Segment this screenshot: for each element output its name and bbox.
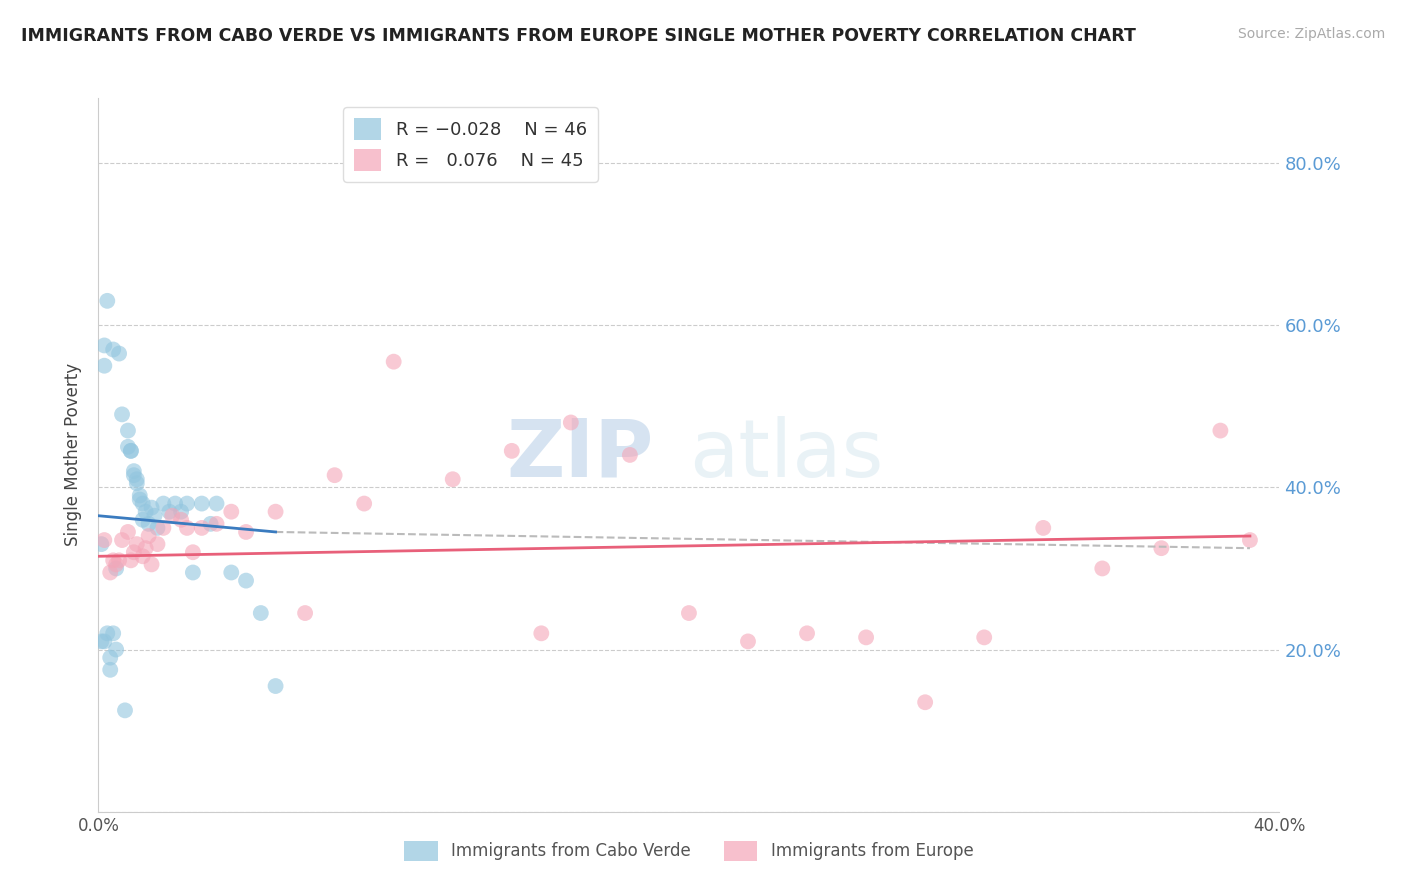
Point: [120, 443, 142, 458]
Point: [98, 566, 121, 580]
Point: [138, 516, 160, 531]
Point: [501, 443, 523, 458]
Point: [93, 533, 115, 547]
Point: [122, 545, 145, 559]
Point: [181, 545, 204, 559]
Point: [98, 663, 121, 677]
Point: [264, 505, 287, 519]
Point: [678, 606, 700, 620]
Point: [973, 631, 995, 645]
Point: [152, 497, 174, 511]
Point: [93, 338, 115, 352]
Point: [117, 440, 139, 454]
Point: [737, 634, 759, 648]
Point: [143, 508, 166, 523]
Point: [264, 679, 287, 693]
Point: [128, 488, 150, 502]
Point: [1032, 521, 1054, 535]
Text: IMMIGRANTS FROM CABO VERDE VS IMMIGRANTS FROM EUROPE SINGLE MOTHER POVERTY CORRE: IMMIGRANTS FROM CABO VERDE VS IMMIGRANTS…: [21, 27, 1136, 45]
Point: [108, 553, 131, 567]
Point: [93, 359, 115, 373]
Legend: Immigrants from Cabo Verde, Immigrants from Europe: Immigrants from Cabo Verde, Immigrants f…: [398, 834, 980, 868]
Point: [441, 472, 464, 486]
Point: [619, 448, 641, 462]
Point: [108, 346, 131, 360]
Point: [205, 497, 228, 511]
Point: [111, 533, 134, 547]
Point: [132, 497, 155, 511]
Point: [176, 497, 198, 511]
Point: [200, 516, 222, 531]
Point: [235, 574, 257, 588]
Point: [125, 537, 148, 551]
Point: [125, 476, 148, 491]
Point: [138, 529, 160, 543]
Point: [560, 416, 582, 430]
Point: [157, 505, 180, 519]
Point: [205, 516, 228, 531]
Point: [117, 524, 139, 539]
Text: atlas: atlas: [689, 416, 883, 494]
Point: [914, 695, 936, 709]
Text: Source: ZipAtlas.com: Source: ZipAtlas.com: [1237, 27, 1385, 41]
Point: [162, 508, 183, 523]
Point: [323, 468, 346, 483]
Point: [219, 566, 242, 580]
Point: [135, 505, 157, 519]
Point: [170, 513, 193, 527]
Point: [128, 492, 150, 507]
Point: [382, 354, 405, 368]
Point: [132, 549, 155, 564]
Point: [1150, 541, 1173, 556]
Point: [170, 505, 193, 519]
Point: [96, 293, 118, 308]
Point: [219, 505, 242, 519]
Text: ZIP: ZIP: [506, 416, 654, 494]
Point: [353, 497, 375, 511]
Point: [181, 566, 204, 580]
Point: [111, 408, 134, 422]
Y-axis label: Single Mother Poverty: Single Mother Poverty: [65, 363, 83, 547]
Point: [191, 521, 214, 535]
Point: [120, 443, 142, 458]
Point: [235, 524, 257, 539]
Point: [796, 626, 818, 640]
Point: [165, 497, 187, 511]
Point: [191, 497, 214, 511]
Point: [146, 521, 169, 535]
Point: [114, 703, 136, 717]
Point: [90, 537, 112, 551]
Point: [141, 500, 163, 515]
Point: [141, 558, 163, 572]
Point: [1209, 424, 1232, 438]
Point: [135, 541, 157, 556]
Point: [855, 631, 877, 645]
Point: [96, 626, 118, 640]
Point: [1239, 533, 1261, 547]
Point: [93, 634, 115, 648]
Point: [103, 626, 125, 640]
Point: [103, 553, 125, 567]
Point: [122, 468, 145, 483]
Point: [132, 513, 155, 527]
Point: [105, 558, 128, 572]
Point: [146, 537, 169, 551]
Point: [105, 642, 128, 657]
Point: [294, 606, 316, 620]
Point: [125, 472, 148, 486]
Point: [105, 561, 128, 575]
Point: [176, 521, 198, 535]
Point: [530, 626, 553, 640]
Point: [103, 343, 125, 357]
Point: [1091, 561, 1114, 575]
Point: [90, 634, 112, 648]
Point: [117, 424, 139, 438]
Point: [98, 650, 121, 665]
Point: [120, 553, 142, 567]
Point: [250, 606, 273, 620]
Point: [152, 521, 174, 535]
Point: [122, 464, 145, 478]
